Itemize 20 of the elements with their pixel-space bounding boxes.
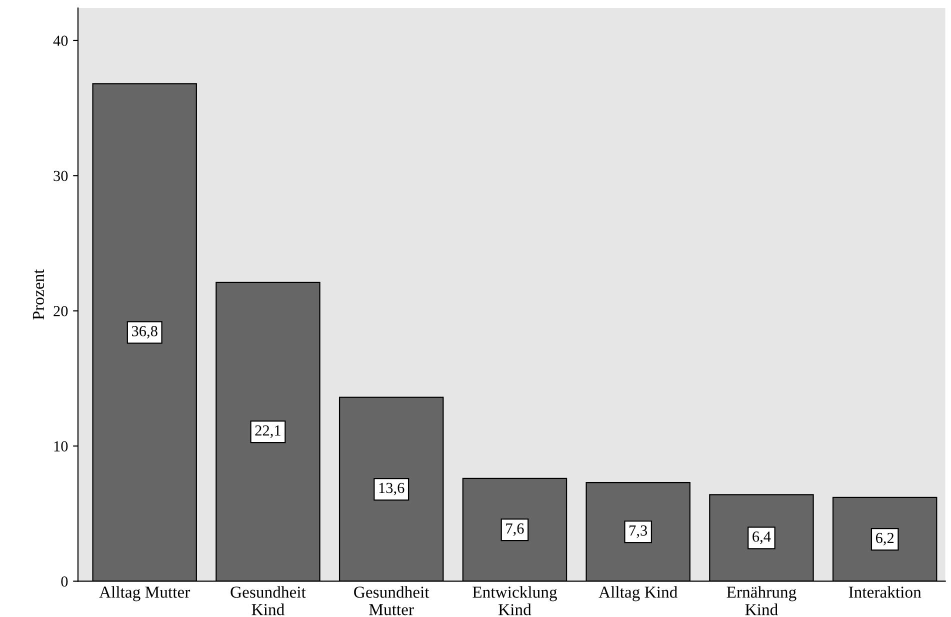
x-tick-label: Ernährung Kind bbox=[726, 586, 796, 616]
x-tick-label: Alltag Mutter bbox=[99, 586, 190, 602]
y-tick-label: 0 bbox=[61, 576, 68, 587]
x-tick-label: Interaktion bbox=[848, 586, 922, 598]
y-tick-label: 30 bbox=[54, 170, 68, 182]
y-tick-label: 40 bbox=[53, 36, 68, 46]
data-label: 36,8 bbox=[132, 326, 158, 338]
x-tick-label: Alltag Kind bbox=[598, 586, 678, 602]
y-tick-label: 10 bbox=[54, 441, 68, 452]
x-tick-label: Gesundheit Kind bbox=[230, 586, 306, 616]
data-label: 6,4 bbox=[752, 532, 771, 544]
y-axis-title: Prozent bbox=[32, 269, 44, 320]
data-label: 7,6 bbox=[506, 523, 524, 536]
x-tick-label: Gesundheit Mutter bbox=[354, 586, 430, 616]
data-label: 6,2 bbox=[876, 532, 894, 546]
data-label: 7,3 bbox=[630, 525, 648, 538]
data-label: 13,6 bbox=[379, 482, 404, 496]
x-tick-label: Entwicklung Kind bbox=[472, 586, 557, 616]
data-label: 22,1 bbox=[255, 425, 280, 438]
y-tick-label: 20 bbox=[54, 306, 68, 316]
